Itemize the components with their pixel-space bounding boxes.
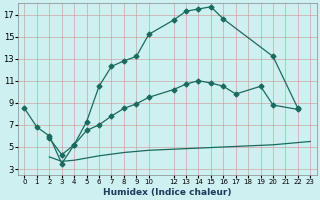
X-axis label: Humidex (Indice chaleur): Humidex (Indice chaleur)	[103, 188, 232, 197]
